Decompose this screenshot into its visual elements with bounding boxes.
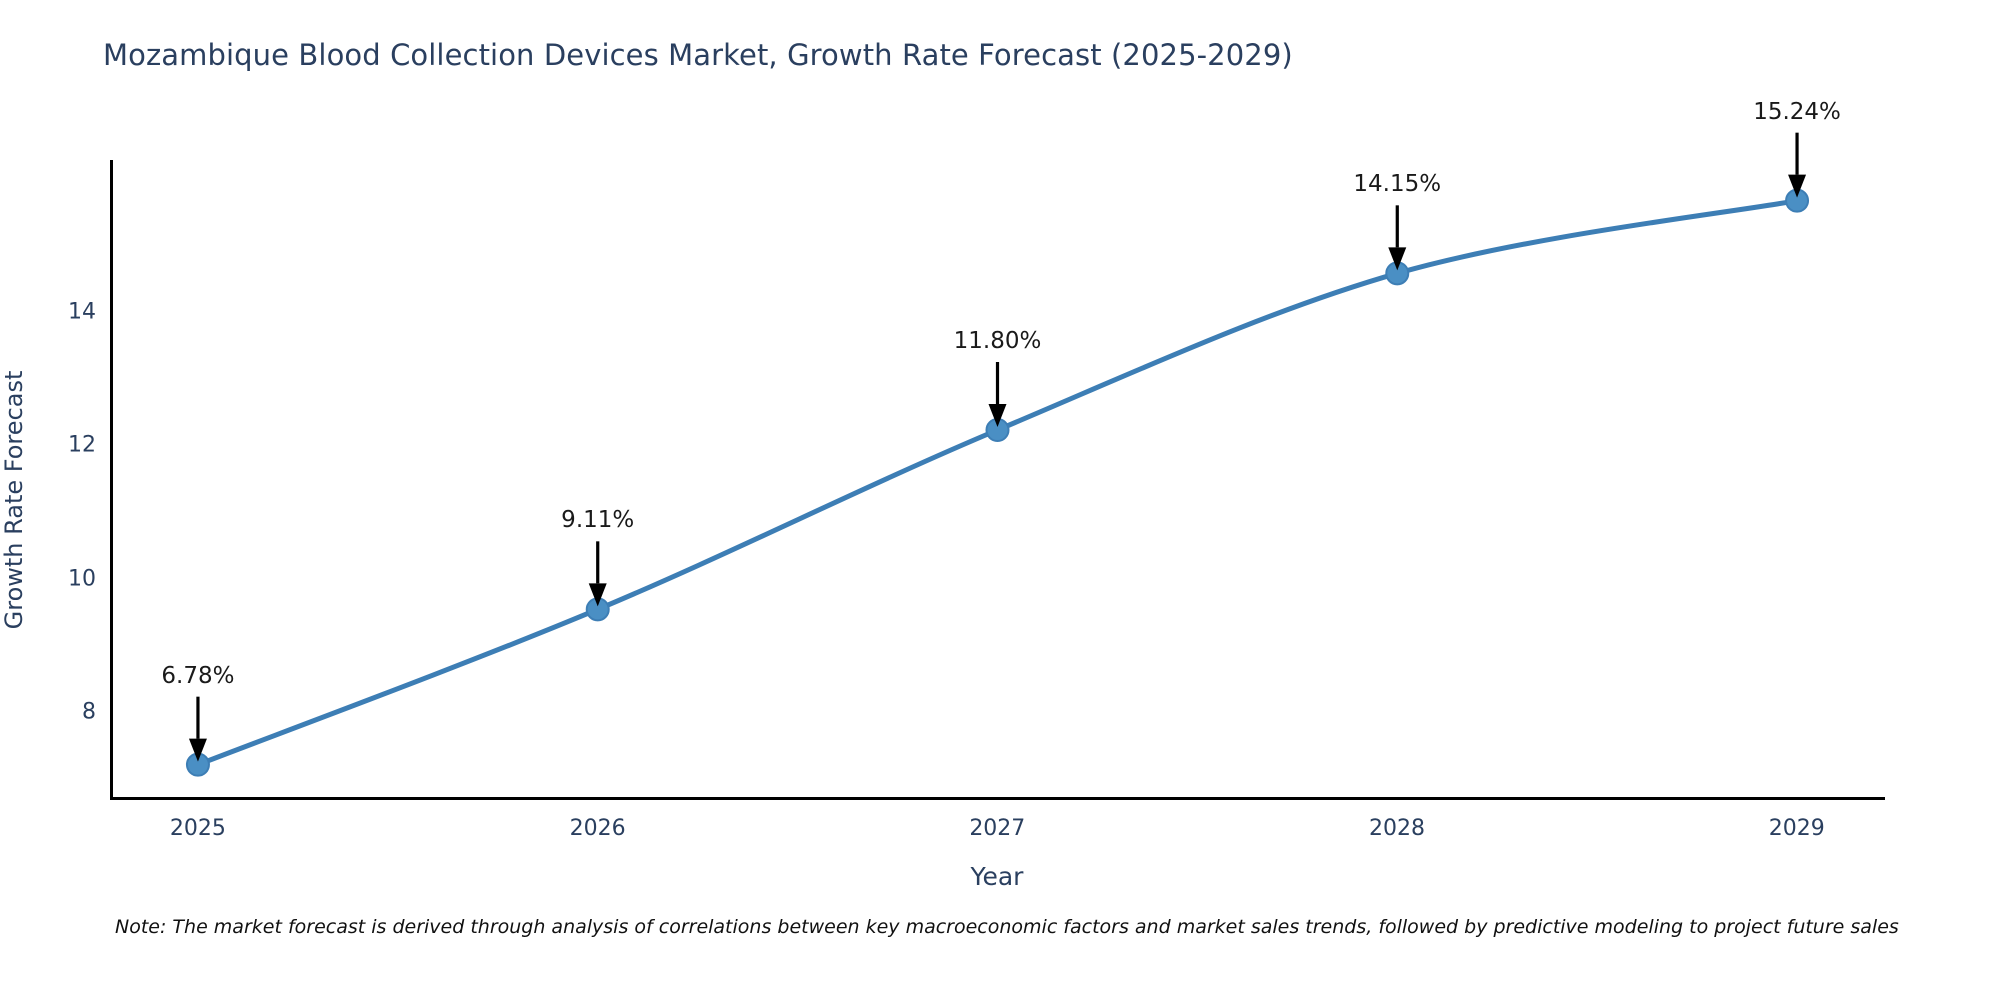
y-axis-spine — [110, 160, 113, 800]
annotation-arrow-head — [188, 738, 207, 762]
annotation-arrow-head — [1388, 247, 1407, 271]
x-tick-label: 2025 — [169, 816, 226, 841]
y-tick-label: 12 — [68, 432, 96, 458]
y-axis-title: Growth Rate Forecast — [0, 370, 28, 630]
y-tick-label: 8 — [82, 699, 96, 725]
annotation-arrow-head — [988, 404, 1007, 427]
y-tick-label: 14 — [68, 299, 96, 325]
x-tick-label: 2027 — [969, 816, 1026, 841]
data-point-label: 15.24% — [1753, 98, 1841, 125]
x-tick-label: 2028 — [1369, 816, 1426, 841]
x-axis-title: Year — [970, 862, 1024, 891]
chart-footnote: Note: The market forecast is derived thr… — [115, 916, 1899, 938]
x-tick-label: 2029 — [1768, 816, 1825, 841]
data-point-label: 6.78% — [161, 662, 235, 689]
series-markers — [185, 188, 1810, 777]
x-tick-label: 2026 — [569, 816, 626, 841]
series-line — [195, 198, 1800, 768]
plot-area: 8 10 12 14 2025 2026 2027 2028 2029 6.78… — [68, 99, 1885, 841]
data-point-label: 11.80% — [953, 328, 1042, 354]
x-axis-spine — [110, 797, 1885, 800]
series-growth-rate-forecast — [185, 132, 1810, 777]
data-point-label: 14.15% — [1353, 171, 1442, 198]
annotation-arrow-head — [588, 583, 607, 607]
data-point-label: 9.11% — [561, 507, 635, 534]
annotation-arrow-head — [1788, 174, 1807, 198]
y-tick-label: 10 — [68, 566, 96, 592]
annotation-arrows — [188, 132, 1807, 762]
chart-title: Mozambique Blood Collection Devices Mark… — [103, 38, 1293, 72]
